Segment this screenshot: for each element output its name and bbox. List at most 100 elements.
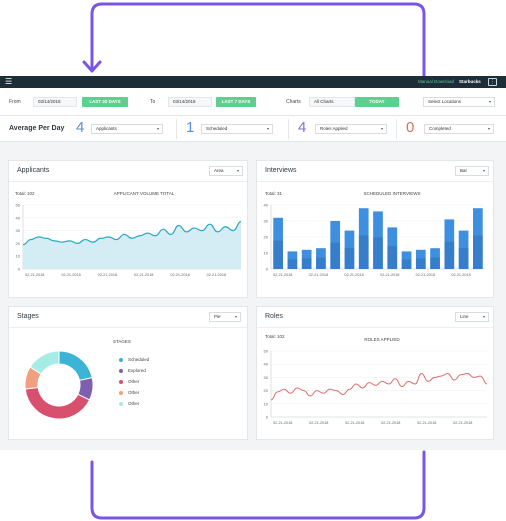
applicants-series-line xyxy=(22,221,242,246)
metric-scheduled-value: 1 xyxy=(186,119,195,136)
interviews-y-tick-label: 30 xyxy=(264,219,269,224)
from-date-field[interactable]: 03/14/2018 xyxy=(33,97,77,107)
applicants-y-tick-label: 40 xyxy=(16,215,21,220)
legend-swatch xyxy=(119,391,123,395)
interviews-y-tick-label: 40 xyxy=(264,203,269,208)
roles-title: Roles xyxy=(265,313,283,320)
applicants-x-tick-label: 02-21-2018 xyxy=(134,273,153,277)
roles-x-tick-label: 02-21-2018 xyxy=(417,421,436,425)
stages-slice xyxy=(29,350,60,375)
menu-icon[interactable]: ☰ xyxy=(5,77,13,86)
roles-y-tick-label: 30 xyxy=(264,375,269,380)
applicants-y-tick-label: 10 xyxy=(16,254,21,259)
applicants-area-fill xyxy=(23,221,241,269)
roles-line-chart: 0 10 20 30 40 50 02-21-2018 02-21-2018 02-21-201… xyxy=(264,349,488,425)
applicants-x-tick-label: 02-21-2018 xyxy=(170,273,189,277)
applicants-y-tick-label: 30 xyxy=(16,228,21,233)
metric-applicants-dropdown[interactable]: Applicants ▾ xyxy=(91,124,163,134)
metric-completed-value: 0 xyxy=(406,119,415,136)
stages-legend-item: Other xyxy=(119,390,140,395)
manual-download-link[interactable]: Manual Download xyxy=(418,79,455,84)
roles-series-line xyxy=(270,372,488,401)
user-name[interactable]: Starbucks xyxy=(459,79,481,84)
legend-swatch xyxy=(119,358,123,362)
roles-y-tick-label: 50 xyxy=(264,349,269,354)
chart-type-dropdown[interactable]: Pie ▾ xyxy=(209,312,241,322)
chart-type-label: Pie xyxy=(214,314,221,319)
stages-chart-title: STAGES xyxy=(113,339,131,344)
filter-bar: From 03/14/2018 LAST 30 DAYS To 03/14/20… xyxy=(0,88,506,116)
applicants-area-chart: 0 10 20 30 40 50 02-21-2018 02-21-2018 02-21-201… xyxy=(16,203,242,277)
chevron-down-icon: ▾ xyxy=(266,126,269,131)
interviews-x-tick-label: 02-21-2018 xyxy=(451,273,470,277)
metric-roles-applied-value: 4 xyxy=(298,119,307,136)
stages-legend-item: Other xyxy=(119,401,139,406)
stages-card: Stages Pie ▾ STAGES Scheduled Explored Oth… xyxy=(8,306,248,440)
stages-title: Stages xyxy=(17,313,39,320)
interviews-bar-shade xyxy=(273,240,283,269)
interviews-x-tick-label: 02-21-2018 xyxy=(273,273,292,277)
card-header: Stages Pie ▾ xyxy=(9,307,247,328)
chevron-down-icon: ▾ xyxy=(234,314,237,319)
metric-completed-dropdown[interactable]: Completed ▾ xyxy=(424,124,494,134)
to-label: To xyxy=(150,99,156,105)
interviews-bar-shade xyxy=(473,235,483,269)
interviews-chart-title: SCHEDULED INTERVIEWS xyxy=(363,191,421,196)
metric-roles-applied-dropdown[interactable]: Roles Applied ▾ xyxy=(315,124,387,134)
top-navigation-bar: ☰ Manual Download Starbucks ⋮ xyxy=(0,76,506,88)
applicants-y-tick-label: 50 xyxy=(16,203,21,208)
card-header: Applicants Area ▾ xyxy=(9,161,247,182)
applicants-x-tick-label: 02-21-2018 xyxy=(25,273,44,277)
interviews-bar-shade xyxy=(401,259,412,269)
interviews-card: Interviews Bar ▾ Total: 31 SCHEDULED INT… xyxy=(256,160,494,298)
interviews-total: Total: 31 xyxy=(265,191,283,196)
today-button[interactable]: TODAY xyxy=(355,97,399,107)
applicants-x-tick-label: 02-21-2018 xyxy=(98,273,117,277)
chevron-down-icon: ▾ xyxy=(487,126,490,131)
applicants-chart-title: APPLICANT VOLUME TOTAL xyxy=(113,191,175,196)
interviews-bar-shade xyxy=(316,257,326,269)
roles-y-tick-label: 20 xyxy=(264,388,269,393)
interviews-bar-shade xyxy=(358,235,369,269)
chevron-down-icon: ▾ xyxy=(482,314,485,319)
legend-label: Other xyxy=(128,379,140,384)
stages-legend-item: Explored xyxy=(119,368,146,373)
interviews-bar-shade xyxy=(330,242,341,269)
chart-type-dropdown[interactable]: Bar ▾ xyxy=(455,166,489,176)
card-header: Roles Line ▾ xyxy=(257,307,493,328)
average-per-day-bar: Average Per Day 4 Applicants ▾ 1 Schedul… xyxy=(0,116,506,142)
last-7-days-button[interactable]: LAST 7 DAYS xyxy=(216,97,256,107)
interviews-y-tick-label: 10 xyxy=(264,251,269,256)
metric-applicants-label: Applicants xyxy=(96,126,117,131)
interviews-x-tick-label: 02-21-2018 xyxy=(416,273,435,277)
divider xyxy=(176,119,177,139)
interviews-y-tick-label: 20 xyxy=(264,235,269,240)
roles-x-tick-label: 02-21-2018 xyxy=(453,421,472,425)
divider xyxy=(396,119,397,139)
stages-legend-item: Other xyxy=(119,379,140,384)
interviews-bar-shade xyxy=(344,247,355,269)
metric-scheduled-dropdown[interactable]: Scheduled ▾ xyxy=(201,124,273,134)
interviews-x-tick-label: 02-21-2018 xyxy=(380,273,399,277)
charts-field[interactable]: All Charts xyxy=(309,97,355,107)
options-icon[interactable]: ⋮ xyxy=(488,78,497,86)
interviews-bar-shade xyxy=(387,246,398,269)
chart-type-dropdown[interactable]: Area ▾ xyxy=(209,166,243,176)
to-date-field[interactable]: 03/14/2018 xyxy=(168,97,212,107)
select-locations-dropdown[interactable]: Select Locations ▾ xyxy=(423,97,495,107)
roles-y-tick-label: 10 xyxy=(264,401,269,406)
interviews-y-tick-label: 0 xyxy=(266,267,269,272)
last-30-days-button[interactable]: LAST 30 DAYS xyxy=(82,97,128,107)
chevron-down-icon: ▾ xyxy=(236,168,239,173)
interviews-bar-shade xyxy=(287,259,298,269)
legend-swatch xyxy=(119,369,123,373)
legend-label: Other xyxy=(128,390,140,395)
average-per-day-title: Average Per Day xyxy=(9,125,65,132)
roles-chart-title: ROLES APPLIED xyxy=(364,337,400,342)
chart-type-dropdown[interactable]: Line ▾ xyxy=(455,312,489,322)
applicants-y-tick-label: 0 xyxy=(18,267,21,272)
interviews-x-tick-label: 02-21-2018 xyxy=(344,273,363,277)
applicants-x-tick-label: 02-21-2018 xyxy=(61,273,80,277)
applicants-title: Applicants xyxy=(17,167,50,174)
legend-label: Scheduled xyxy=(128,357,150,362)
